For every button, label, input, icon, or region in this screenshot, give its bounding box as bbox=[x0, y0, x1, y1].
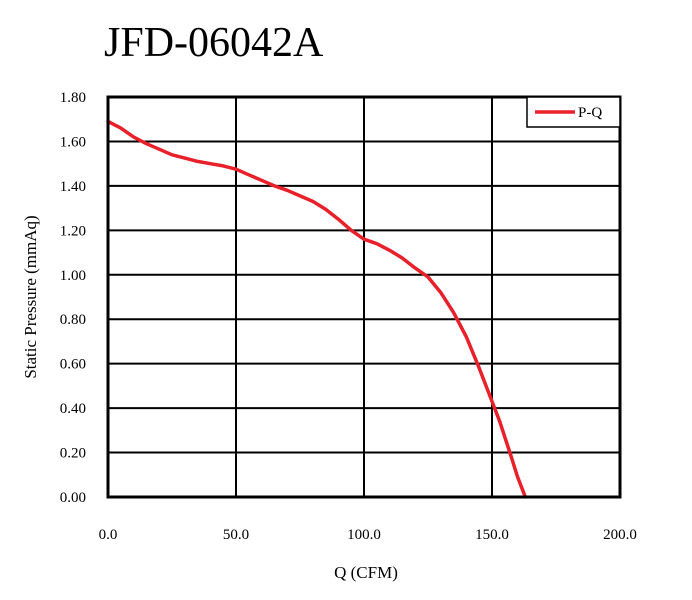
series-layer bbox=[106, 119, 528, 499]
y-tick-label: 1.60 bbox=[60, 134, 86, 150]
y-tick-label: 1.80 bbox=[60, 90, 86, 106]
x-tick-labels: 0.0 50.0 100.0 150.0 200.0 bbox=[99, 527, 637, 543]
y-tick-label: 1.20 bbox=[60, 223, 86, 239]
x-tick-label: 200.0 bbox=[603, 527, 637, 543]
x-axis-label: Q (CFM) bbox=[334, 563, 398, 582]
y-tick-label: 0.20 bbox=[60, 446, 86, 462]
legend-label: P-Q bbox=[578, 105, 602, 121]
y-tick-label: 0.60 bbox=[60, 357, 86, 373]
legend: P-Q bbox=[526, 96, 621, 128]
chart-title: JFD-06042A bbox=[104, 20, 324, 66]
y-axis-label: Static Pressure (mmAq) bbox=[21, 215, 40, 378]
y-tick-label: 0.00 bbox=[60, 490, 86, 506]
x-tick-label: 100.0 bbox=[347, 527, 381, 543]
y-tick-label: 0.40 bbox=[60, 401, 86, 417]
y-tick-label: 0.80 bbox=[60, 312, 86, 328]
x-tick-label: 0.0 bbox=[99, 527, 118, 543]
y-tick-labels: 0.00 0.20 0.40 0.60 0.80 1.00 1.20 1.40 1.60 1.80 bbox=[60, 90, 86, 506]
plot-area-frame bbox=[106, 95, 622, 499]
x-tick-label: 150.0 bbox=[475, 527, 509, 543]
y-tick-label: 1.40 bbox=[60, 179, 86, 195]
y-tick-label: 1.00 bbox=[60, 268, 86, 284]
series-line-p-q bbox=[106, 119, 528, 499]
x-tick-label: 50.0 bbox=[223, 527, 249, 543]
